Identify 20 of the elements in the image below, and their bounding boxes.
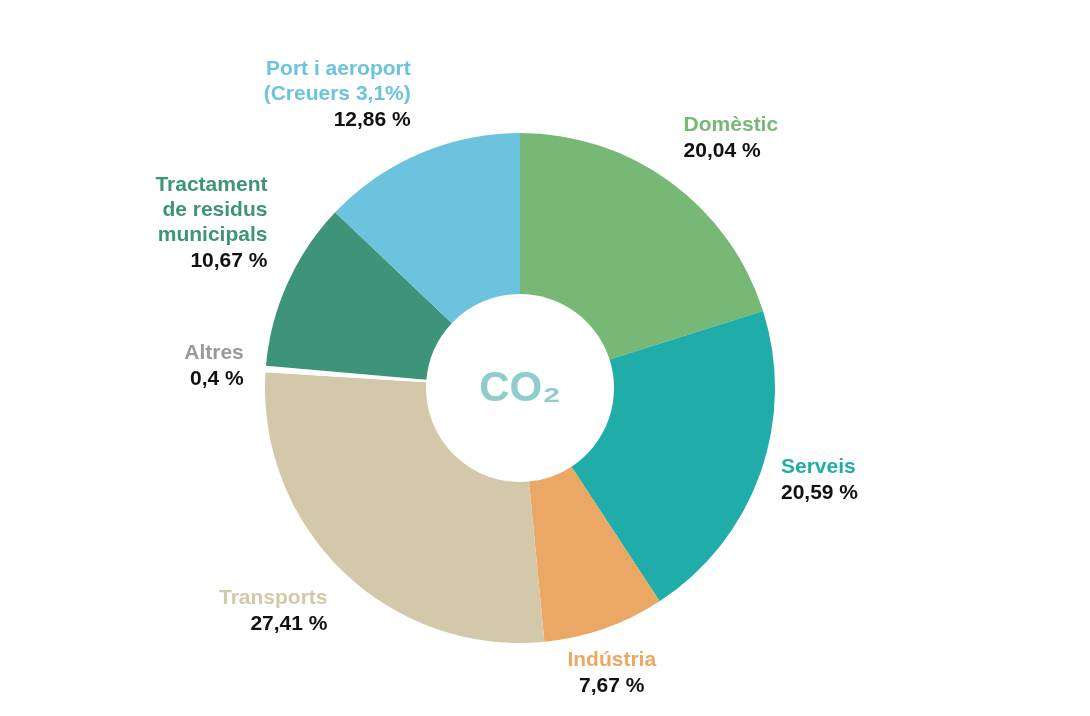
- slice-label: Port i aeroport (Creuers 3,1%): [263, 56, 411, 105]
- data-label: 20,59 %: [780, 479, 859, 503]
- donut-slice: [529, 466, 660, 642]
- donut-slice: [335, 133, 520, 324]
- donut-slice: [265, 212, 452, 380]
- slice-label: Indústria: [567, 647, 657, 671]
- donut-slice: [520, 133, 764, 360]
- data-label: 20,04 %: [683, 138, 761, 162]
- slice-label: Serveis: [780, 453, 856, 477]
- data-label: 10,67 %: [190, 248, 268, 272]
- slice-label: Transports: [218, 585, 328, 609]
- text: CO₂: [479, 363, 561, 410]
- donut-slice: [571, 310, 775, 602]
- slice-label: Altres: [184, 340, 244, 364]
- slice-label: Tractament de residus municipals: [155, 172, 268, 246]
- data-label: 7,67 %: [579, 673, 645, 697]
- data-label: 12,86 %: [333, 107, 412, 131]
- data-label: 27,41 %: [250, 611, 328, 635]
- data-label: 0,4 %: [190, 366, 245, 390]
- slice-label: Domèstic: [683, 112, 779, 136]
